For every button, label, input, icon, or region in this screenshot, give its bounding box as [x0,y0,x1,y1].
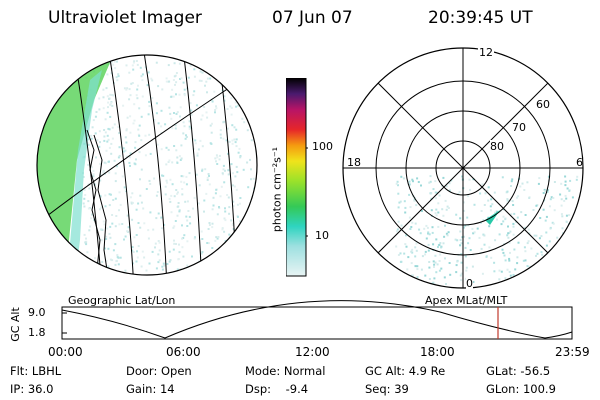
lat-label-70: 70 [512,121,526,134]
apex-panel-label: Apex MLat/MLT [425,294,508,307]
altitude-curve [61,300,573,339]
polar-mlt-plot [342,47,584,289]
time-tick-18: 18:00 [420,345,455,359]
mlt-label-18: 18 [347,156,361,169]
geographic-image [36,54,258,276]
info-dsp: Dsp: -9.4 [245,382,309,396]
altitude-ytick-1-8: 1.8 [28,326,46,339]
mlt-label-6: 6 [576,156,583,169]
time-tick-2359: 23:59 [555,345,590,359]
info-glon: GLon: 100.9 [486,382,556,396]
info-flt: Flt: LBHL [10,364,62,378]
instrument-title: Ultraviolet Imager [48,8,202,28]
lat-label-80: 80 [490,140,504,153]
aurora-speckle-right [395,175,583,288]
altitude-ylabel: GC Alt [8,307,22,342]
mlt-label-12: 12 [478,46,494,59]
altitude-ytick-9: 9.0 [28,306,46,319]
colorbar-tick-100: 100 [312,140,333,153]
lat-label-60: 60 [536,98,550,111]
colorbar-tick-10: 10 [315,229,329,242]
info-seq: Seq: 39 [365,382,409,396]
colorbar [286,78,308,277]
altitude-plot [61,300,573,340]
date-label: 07 Jun 07 [272,8,353,28]
time-tick-06: 06:00 [166,345,201,359]
time-tick-12: 12:00 [295,345,330,359]
info-gain: Gain: 14 [126,382,175,396]
info-door: Door: Open [126,364,192,378]
time-label: 20:39:45 UT [428,8,533,28]
mlt-label-0: 0 [466,277,473,290]
time-tick-00: 00:00 [48,345,83,359]
info-ip: IP: 36.0 [10,382,54,396]
info-glat: GLat: -56.5 [486,364,551,378]
colorbar-label: photon cm⁻²s⁻¹ [270,146,284,233]
info-mode: Mode: Normal [245,364,326,378]
info-gc-alt: GC Alt: 4.9 Re [365,364,446,378]
geographic-panel-label: Geographic Lat/Lon [68,294,176,307]
